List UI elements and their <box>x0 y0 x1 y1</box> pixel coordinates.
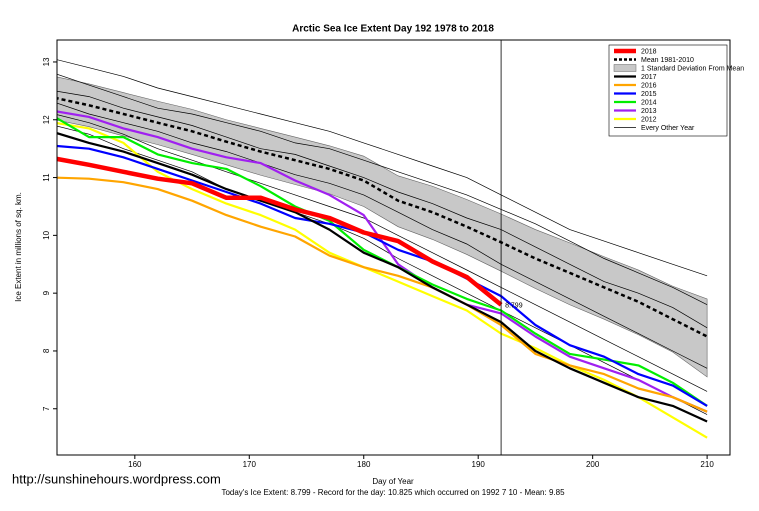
x-tick-label: 200 <box>586 460 600 469</box>
legend-label: 2018 <box>641 48 657 55</box>
series-line <box>57 116 708 407</box>
y-tick-label: 9 <box>42 290 51 295</box>
legend-label: 2017 <box>641 74 657 81</box>
legend-label: 2015 <box>641 91 657 98</box>
legend-label: 2016 <box>641 82 657 89</box>
legend-label: 2014 <box>641 99 657 106</box>
legend-label: 2012 <box>641 116 657 123</box>
x-tick-label: 190 <box>472 460 486 469</box>
y-tick-label: 12 <box>42 115 51 124</box>
other-year-line <box>57 73 708 306</box>
legend-swatch <box>613 64 637 72</box>
series-line <box>57 156 503 307</box>
y-tick-label: 7 <box>42 406 51 411</box>
plot <box>57 59 708 439</box>
end-label: 8.799 <box>505 303 523 310</box>
watermark: http://sunshinehours.wordpress.com <box>12 471 221 486</box>
series-line <box>57 110 708 413</box>
series-line <box>57 144 708 407</box>
x-tick-label: 180 <box>357 460 371 469</box>
chart-title: Arctic Sea Ice Extent Day 192 1978 to 20… <box>292 24 494 35</box>
legend-label: 1 Standard Deviation From Mean <box>641 65 744 72</box>
sd-band <box>57 76 708 378</box>
x-axis-label: Day of Year <box>372 477 414 486</box>
y-axis-label: Ice Extent in millions of sq. km. <box>14 192 23 302</box>
y-tick-label: 13 <box>42 57 51 66</box>
y-tick-label: 10 <box>42 230 51 239</box>
series-line <box>57 97 708 338</box>
y-tick-label: 11 <box>42 173 51 182</box>
other-year-line <box>57 90 708 329</box>
series-line <box>57 176 708 413</box>
x-tick-label: 170 <box>243 460 257 469</box>
series-line <box>57 132 708 423</box>
other-year-line <box>57 59 708 277</box>
x-tick-label: 210 <box>700 460 714 469</box>
other-year-line <box>57 114 708 392</box>
footer: Today's Ice Extent: 8.799 - Record for t… <box>221 488 565 497</box>
y-tick-label: 8 <box>42 348 51 353</box>
legend-box <box>608 44 728 137</box>
other-year-line <box>57 102 708 369</box>
legend-label: Mean 1981-2010 <box>641 57 694 64</box>
legend-label: Every Other Year <box>641 125 695 132</box>
legend-label: 2013 <box>641 108 657 115</box>
series-line <box>57 121 708 439</box>
plot-frame <box>56 39 731 456</box>
x-tick-label: 160 <box>128 460 142 469</box>
